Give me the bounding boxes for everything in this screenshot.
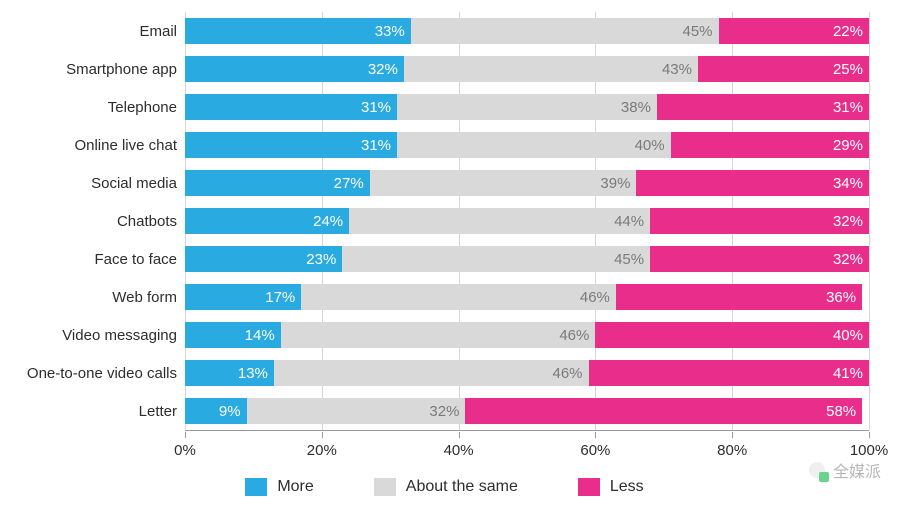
x-tick xyxy=(459,432,460,438)
bar-segment-more: 14% xyxy=(185,322,281,348)
bar-segment-less: 40% xyxy=(595,322,869,348)
legend-swatch xyxy=(578,478,600,496)
legend-label: More xyxy=(277,478,313,496)
bar-row: 32%43%25% xyxy=(185,50,869,88)
legend: More About the same Less xyxy=(20,478,869,496)
wechat-icon xyxy=(807,460,827,480)
bar-segment-more: 24% xyxy=(185,208,349,234)
watermark: 全媒派 xyxy=(807,458,881,482)
bar-segment-same: 39% xyxy=(370,170,637,196)
bar-segment-less: 25% xyxy=(698,56,869,82)
category-label: Telephone xyxy=(20,88,177,126)
category-label: Email xyxy=(20,12,177,50)
bar-segment-more: 33% xyxy=(185,18,411,44)
bar-segment-less: 34% xyxy=(636,170,869,196)
bar-segment-same: 43% xyxy=(404,56,698,82)
bar-row: 24%44%32% xyxy=(185,202,869,240)
bar-segment-same: 38% xyxy=(397,94,657,120)
bar-segment-less: 22% xyxy=(719,18,869,44)
bar-segment-same: 46% xyxy=(281,322,596,348)
watermark-text: 全媒派 xyxy=(833,458,881,482)
bar-segment-less: 41% xyxy=(589,360,869,386)
bar-segment-less: 29% xyxy=(671,132,869,158)
bar-segment-more: 31% xyxy=(185,132,397,158)
bar-row: 33%45%22% xyxy=(185,12,869,50)
bar-segment-more: 9% xyxy=(185,398,247,424)
bar-segment-same: 32% xyxy=(247,398,466,424)
bar-segment-same: 45% xyxy=(342,246,650,272)
bar-segment-more: 32% xyxy=(185,56,404,82)
category-label: Chatbots xyxy=(20,202,177,240)
x-tick-label: 60% xyxy=(580,442,610,459)
category-label: Smartphone app xyxy=(20,50,177,88)
x-tick-label: 0% xyxy=(174,442,196,459)
bar-segment-less: 36% xyxy=(616,284,862,310)
legend-item-more: More xyxy=(245,478,313,496)
category-label: Letter xyxy=(20,392,177,430)
bar-segment-less: 32% xyxy=(650,246,869,272)
legend-swatch xyxy=(245,478,267,496)
bar-rows: 33%45%22%32%43%25%31%38%31%31%40%29%27%3… xyxy=(185,12,869,430)
bar-segment-same: 40% xyxy=(397,132,671,158)
legend-label: About the same xyxy=(406,478,518,496)
legend-swatch xyxy=(374,478,396,496)
bar-segment-less: 31% xyxy=(657,94,869,120)
legend-label: Less xyxy=(610,478,644,496)
bars-area: 33%45%22%32%43%25%31%38%31%31%40%29%27%3… xyxy=(185,12,869,430)
category-label: Face to face xyxy=(20,240,177,278)
y-axis-labels: EmailSmartphone appTelephoneOnline live … xyxy=(20,12,185,430)
category-label: One-to-one video calls xyxy=(20,354,177,392)
bar-segment-same: 45% xyxy=(411,18,719,44)
bar-segment-same: 44% xyxy=(349,208,650,234)
bar-segment-more: 13% xyxy=(185,360,274,386)
x-tick xyxy=(322,432,323,438)
bar-row: 31%40%29% xyxy=(185,126,869,164)
x-axis-line xyxy=(185,430,869,431)
category-label: Web form xyxy=(20,278,177,316)
bar-segment-more: 23% xyxy=(185,246,342,272)
bar-row: 9%32%58% xyxy=(185,392,869,430)
x-tick-label: 40% xyxy=(444,442,474,459)
bar-segment-more: 17% xyxy=(185,284,301,310)
x-tick xyxy=(732,432,733,438)
bar-row: 13%46%41% xyxy=(185,354,869,392)
bar-segment-more: 31% xyxy=(185,94,397,120)
chart-container: EmailSmartphone appTelephoneOnline live … xyxy=(0,0,899,508)
bar-row: 14%46%40% xyxy=(185,316,869,354)
x-tick xyxy=(869,432,870,438)
x-tick-label: 80% xyxy=(717,442,747,459)
category-label: Video messaging xyxy=(20,316,177,354)
category-label: Social media xyxy=(20,164,177,202)
bar-row: 23%45%32% xyxy=(185,240,869,278)
bar-segment-less: 58% xyxy=(465,398,862,424)
x-tick xyxy=(185,432,186,438)
x-axis: 0%20%40%60%80%100% xyxy=(185,430,869,474)
bar-segment-same: 46% xyxy=(274,360,589,386)
x-tick-label: 100% xyxy=(850,442,888,459)
x-tick xyxy=(595,432,596,438)
bar-segment-same: 46% xyxy=(301,284,616,310)
plot-area: EmailSmartphone appTelephoneOnline live … xyxy=(20,12,869,430)
bar-row: 31%38%31% xyxy=(185,88,869,126)
bar-segment-less: 32% xyxy=(650,208,869,234)
legend-item-same: About the same xyxy=(374,478,518,496)
grid-line xyxy=(869,12,870,430)
bar-row: 17%46%36% xyxy=(185,278,869,316)
x-tick-label: 20% xyxy=(307,442,337,459)
bar-segment-more: 27% xyxy=(185,170,370,196)
category-label: Online live chat xyxy=(20,126,177,164)
legend-item-less: Less xyxy=(578,478,644,496)
bar-row: 27%39%34% xyxy=(185,164,869,202)
